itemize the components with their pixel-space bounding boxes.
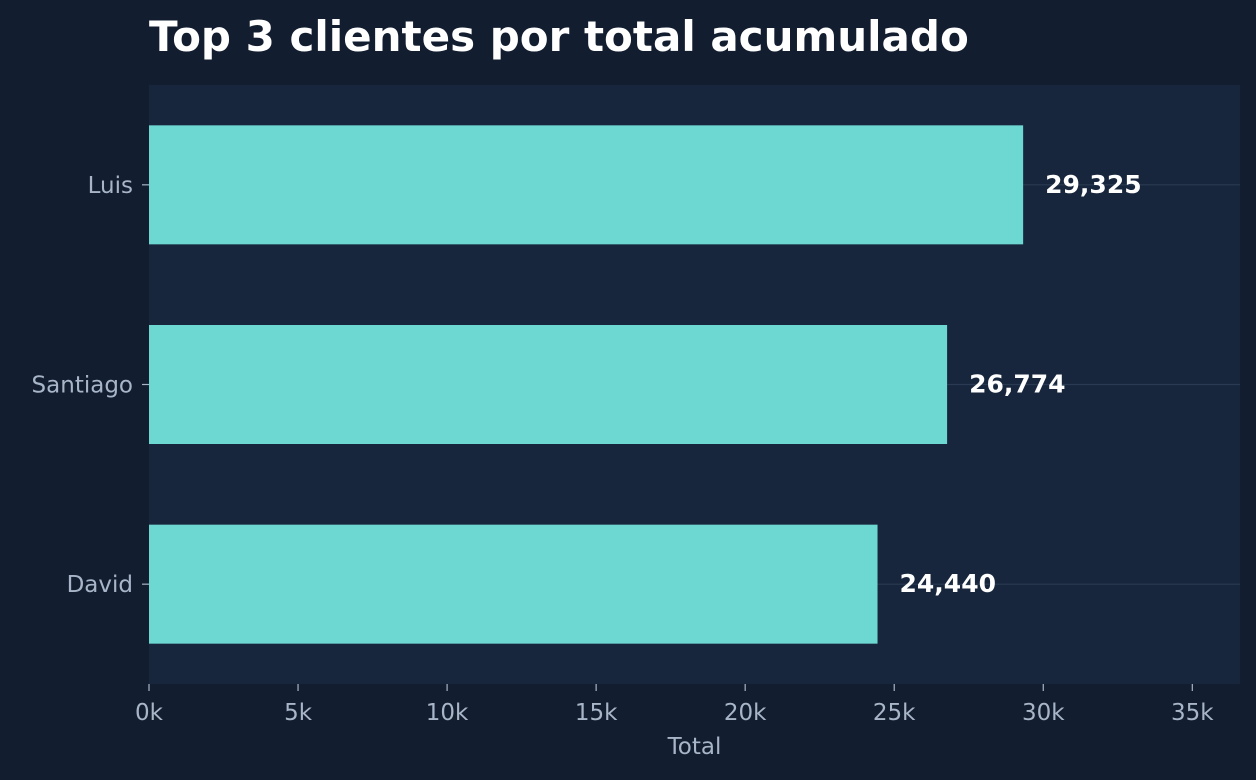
- value-labels: 29,325 26,774 24,440: [900, 170, 1142, 598]
- chart-title: Top 3 clientes por total acumulado: [149, 12, 969, 61]
- x-axis: 0k 5k 10k 15k 20k 25k 30k 35k: [135, 684, 1214, 726]
- x-tick-label: 30k: [1022, 700, 1065, 726]
- y-tick-label: Santiago: [32, 373, 133, 399]
- x-tick-label: 15k: [575, 700, 618, 726]
- bars: [149, 125, 1024, 644]
- bar-santiago: [149, 325, 948, 444]
- value-label: 26,774: [969, 370, 1065, 399]
- x-tick-label: 20k: [724, 700, 767, 726]
- value-label: 24,440: [900, 569, 996, 598]
- y-tick-label: David: [67, 572, 133, 598]
- x-axis-label: Total: [667, 734, 722, 760]
- bar-luis: [149, 125, 1024, 245]
- x-tick-label: 0k: [135, 700, 164, 726]
- y-tick-label: Luis: [88, 173, 133, 199]
- x-tick-label: 25k: [873, 700, 916, 726]
- bar-david: [149, 524, 878, 644]
- y-axis: Luis Santiago David: [32, 173, 149, 598]
- x-tick-label: 35k: [1171, 700, 1214, 726]
- x-tick-label: 5k: [284, 700, 313, 726]
- x-tick-label: 10k: [426, 700, 469, 726]
- value-label: 29,325: [1045, 170, 1141, 199]
